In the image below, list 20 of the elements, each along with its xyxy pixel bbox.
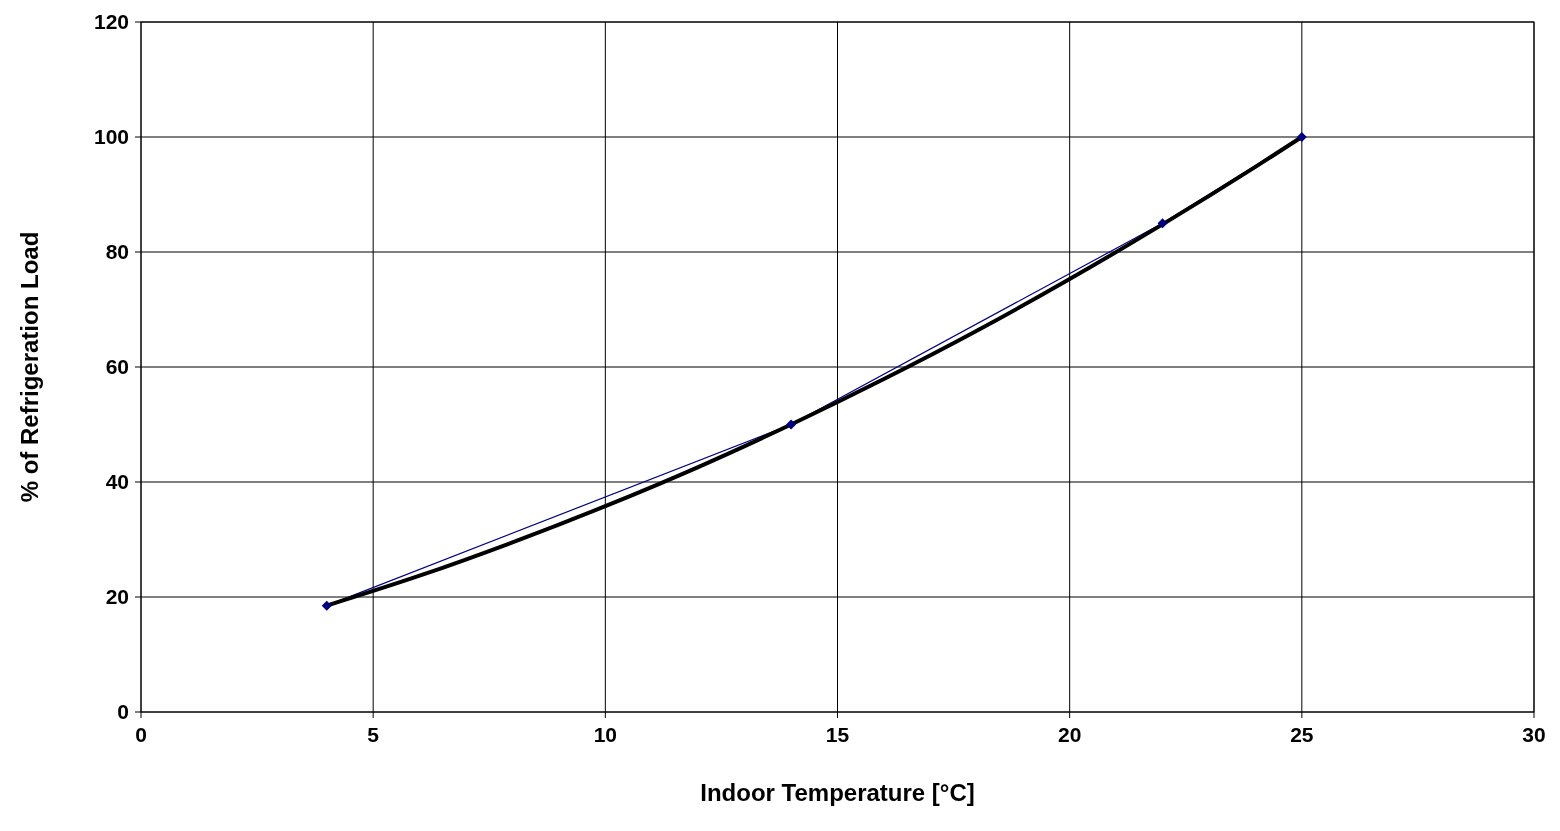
x-tick-label: 25 bbox=[1290, 723, 1314, 746]
y-tick-label: 100 bbox=[93, 125, 129, 149]
y-tick-label: 60 bbox=[105, 355, 129, 379]
point bbox=[1296, 132, 1307, 142]
y-axis-title: % of Refrigeration Load bbox=[16, 231, 43, 503]
y-tick-label: 80 bbox=[105, 240, 129, 264]
x-tick-label: 5 bbox=[367, 723, 380, 746]
point bbox=[1157, 218, 1168, 229]
y-tick-label: 20 bbox=[105, 585, 129, 609]
y-tick-label: 120 bbox=[93, 10, 129, 34]
y-tick-label: 40 bbox=[105, 470, 129, 494]
x-tick-label: 10 bbox=[593, 723, 618, 746]
x-axis-title: Indoor Temperature [°C] bbox=[700, 779, 975, 806]
x-tick-label: 15 bbox=[825, 723, 850, 746]
x-tick-label: 0 bbox=[135, 723, 147, 746]
y-tick-label: 0 bbox=[117, 700, 129, 724]
point bbox=[321, 600, 332, 611]
x-tick-label: 30 bbox=[1522, 723, 1546, 746]
x-tick-label: 20 bbox=[1057, 723, 1082, 746]
point bbox=[786, 419, 797, 430]
